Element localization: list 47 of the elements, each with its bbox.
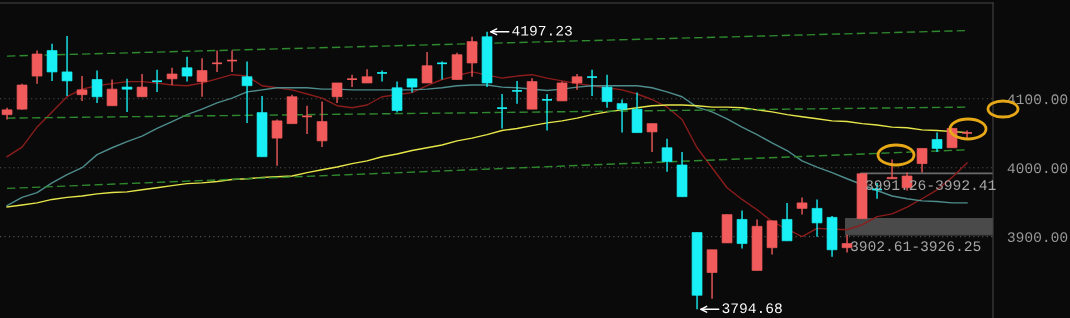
candlestick <box>61 35 73 97</box>
candlestick <box>91 69 103 104</box>
candlestick <box>781 202 793 242</box>
candlestick <box>511 80 523 105</box>
candlestick <box>271 118 283 167</box>
candlestick <box>331 82 343 104</box>
y-tick-label: 3900.00 <box>1007 232 1068 243</box>
candlestick <box>841 234 853 254</box>
candlestick <box>436 60 448 81</box>
candlestick <box>151 69 163 93</box>
candlestick <box>811 198 823 238</box>
candlestick <box>616 98 628 134</box>
candlestick <box>211 49 223 73</box>
candlestick <box>31 49 43 85</box>
candlestick <box>46 42 58 82</box>
candlestick <box>916 147 928 174</box>
candlestick <box>196 57 208 98</box>
candlestick <box>886 158 898 180</box>
candlestick <box>961 129 973 140</box>
candlestick <box>586 69 598 97</box>
candlestick <box>496 93 508 130</box>
candlestick <box>421 51 433 84</box>
candlestick <box>631 91 643 134</box>
candlestick <box>466 36 478 78</box>
band-label: 3902.61-3926.25 <box>850 241 981 252</box>
candlestick <box>166 67 178 86</box>
y-tick-label: 4000.00 <box>1007 163 1068 174</box>
candlestick <box>241 60 253 124</box>
candlestick <box>106 78 118 107</box>
candlestick <box>661 138 673 173</box>
candlestick <box>346 73 358 88</box>
candlestick <box>316 100 328 148</box>
candlestick <box>376 69 388 83</box>
candlestick <box>181 56 193 83</box>
candlestick <box>76 75 88 102</box>
candlestick <box>706 249 718 300</box>
candlestick <box>796 196 808 216</box>
candlestick <box>541 93 553 132</box>
y-tick-label: 4100.00 <box>1007 94 1068 105</box>
candlestick <box>121 78 133 113</box>
candlestick <box>646 122 658 153</box>
annotation: 4197.23 <box>512 25 572 36</box>
candlestick <box>601 73 613 109</box>
annotation: 3794.68 <box>722 303 782 314</box>
candlestick <box>136 73 148 98</box>
candlestick <box>391 80 403 114</box>
candlestick <box>931 131 943 153</box>
